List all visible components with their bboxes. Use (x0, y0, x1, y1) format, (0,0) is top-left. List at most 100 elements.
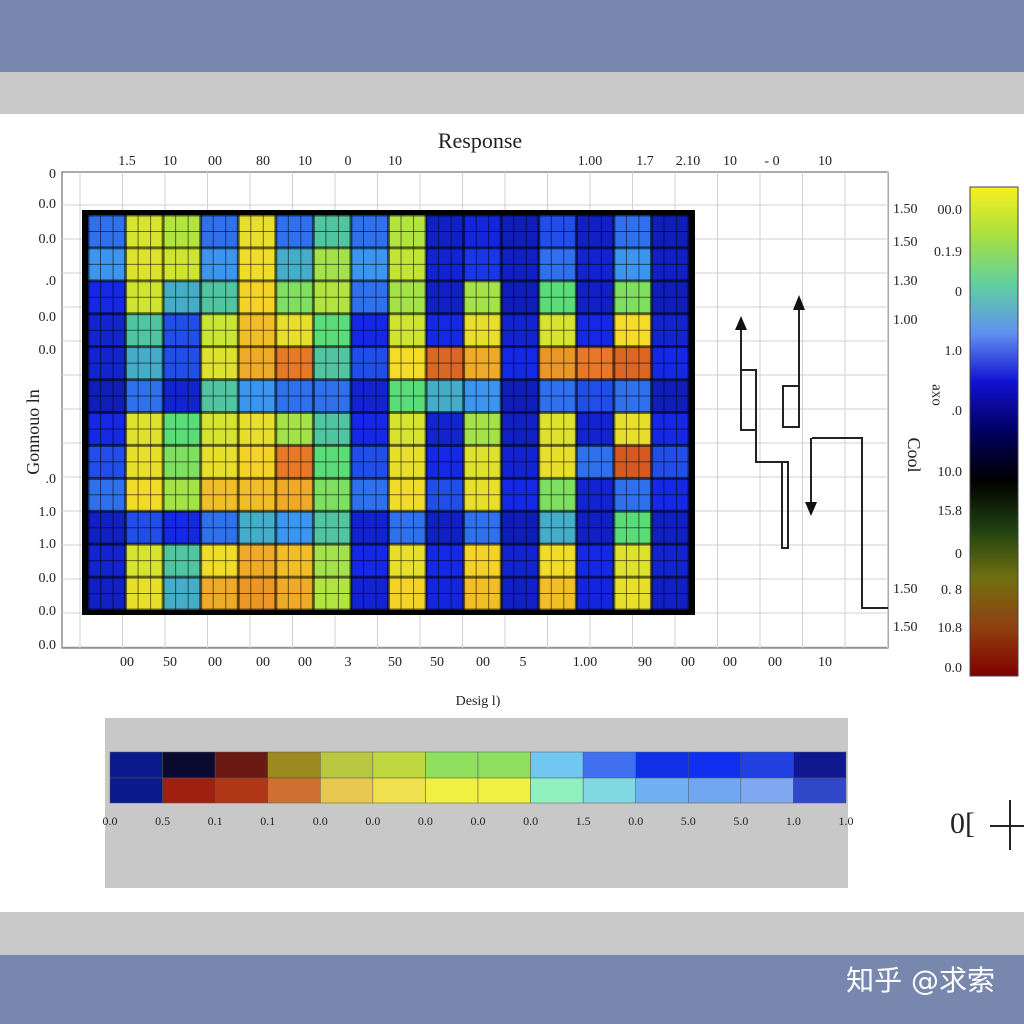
bottom-tick-label: 00 (681, 655, 695, 670)
strip-cell (425, 777, 479, 804)
left-tick-label: .0 (46, 472, 57, 487)
bottom-tick-label: 00 (120, 655, 134, 670)
top-tick-label: 1.7 (636, 154, 654, 169)
right-tick-label: 1.50 (893, 202, 918, 217)
colorbar-tick-label: 10.8 (938, 621, 963, 636)
colorbar-tick-label: 0. 8 (941, 583, 962, 598)
strip-cell (320, 777, 374, 804)
strip-cell (109, 751, 163, 779)
side-label: axo (929, 384, 945, 406)
y-axis-label: Gonnouo ln (23, 389, 43, 475)
bottom-tick-label: 00 (723, 655, 737, 670)
strip-cell (688, 751, 742, 779)
strip-label: 0.1 (208, 814, 223, 828)
strip-cell (530, 777, 584, 804)
heatmap (86, 213, 691, 612)
strip-label: 0.0 (628, 814, 643, 828)
top-tick-label: 10 (388, 154, 402, 169)
step-lines (740, 305, 888, 609)
top-tick-label: 10 (298, 154, 312, 169)
colorbar-tick-label: 15.8 (938, 504, 963, 519)
left-tick-label: 0.0 (39, 571, 57, 586)
strip-label: 5.0 (681, 814, 696, 828)
strip-cell (267, 777, 321, 804)
strip-cell (372, 777, 426, 804)
colorbar-tick-label: 0 (955, 285, 962, 300)
left-tick-label: 0.0 (39, 232, 57, 247)
strip-label: 0.0 (365, 814, 380, 828)
top-tick-label: 2.10 (676, 154, 701, 169)
left-tick-label: 0.0 (39, 197, 57, 212)
left-tick-label: 0.0 (39, 638, 57, 653)
strip-cell (582, 751, 636, 779)
strip-cell (740, 751, 794, 779)
left-tick-label: 1.0 (39, 537, 57, 552)
strip-cell (267, 751, 321, 779)
strip-cell (793, 751, 847, 779)
bottom-tick-label: 1.00 (573, 655, 598, 670)
chart-title: Response (438, 128, 522, 153)
strip-label: 0.0 (523, 814, 538, 828)
bottom-tick-label: 3 (345, 655, 352, 670)
strip-cell (109, 777, 163, 804)
strip-cell (740, 777, 794, 804)
strip-cell (530, 751, 584, 779)
top-band (0, 0, 1024, 72)
fragment-mark (990, 800, 1024, 850)
strip-cell (162, 751, 216, 779)
strip-label: 0.0 (103, 814, 118, 828)
colorbar-tick-label: 0 (955, 547, 962, 562)
top-tick-label: 10 (163, 154, 177, 169)
step-line (782, 305, 800, 428)
strip-cell (425, 751, 479, 779)
strip-label: 1.5 (576, 814, 591, 828)
strip-label: 5.0 (733, 814, 748, 828)
top-tick-label: 80 (256, 154, 270, 169)
left-tick-label: 0 (49, 167, 56, 182)
bottom-band (0, 955, 1024, 1024)
bottom-tick-label: 50 (388, 655, 402, 670)
colorbar-tick-label: 0.0 (945, 661, 963, 676)
bottom-tick-label: 50 (163, 655, 177, 670)
bottom-tick-label: 00 (256, 655, 270, 670)
bottom-tick-label: 00 (476, 655, 490, 670)
step-line (812, 437, 888, 609)
strip-cell (477, 751, 531, 779)
x-axis-label: Desig l) (456, 694, 501, 709)
strip-cell (162, 777, 216, 804)
right-tick-label: 1.50 (893, 620, 918, 635)
strip-cell (793, 777, 847, 804)
strip-cell (635, 777, 689, 804)
strip-label: 0.0 (471, 814, 486, 828)
colorbar-tick-label: 10.0 (938, 465, 963, 480)
left-tick-label: 1.0 (39, 505, 57, 520)
watermark: 知乎 @求索 (846, 964, 995, 997)
left-tick-label: 0.0 (39, 604, 57, 619)
strip-label: 0.0 (418, 814, 433, 828)
right-tick-label: 1.50 (893, 235, 918, 250)
strip-cell (214, 777, 268, 804)
strip-label: 0.1 (260, 814, 275, 828)
top-tick-label: - 0 (764, 154, 779, 169)
strip-cell (214, 751, 268, 779)
strip-cell (372, 751, 426, 779)
top-tick-label: 1.5 (118, 154, 136, 169)
top-tick-label: 10 (818, 154, 832, 169)
left-tick-label: 0.0 (39, 310, 57, 325)
fragment: 0[ (950, 807, 975, 840)
colorbar-tick-label: 0.1.9 (934, 245, 962, 260)
strip-label: 0.0 (313, 814, 328, 828)
strip-cell (477, 777, 531, 804)
color-strip: 0.0 0.5 0.1 0.1 0.0 0.0 0.0 0.0 0.0 1.5 0.0 5.0 5.0 1… (103, 751, 854, 828)
strip-cell (320, 751, 374, 779)
left-tick-label: 0.0 (39, 343, 57, 358)
top-tick-label: 10 (723, 154, 737, 169)
step-line (755, 430, 789, 549)
bottom-tick-label: 50 (430, 655, 444, 670)
bottom-tick-label: 00 (768, 655, 782, 670)
colorbar-label: Cool (904, 437, 924, 472)
right-tick-label: 1.30 (893, 274, 918, 289)
strip-cell (635, 751, 689, 779)
strip-cell (688, 777, 742, 804)
